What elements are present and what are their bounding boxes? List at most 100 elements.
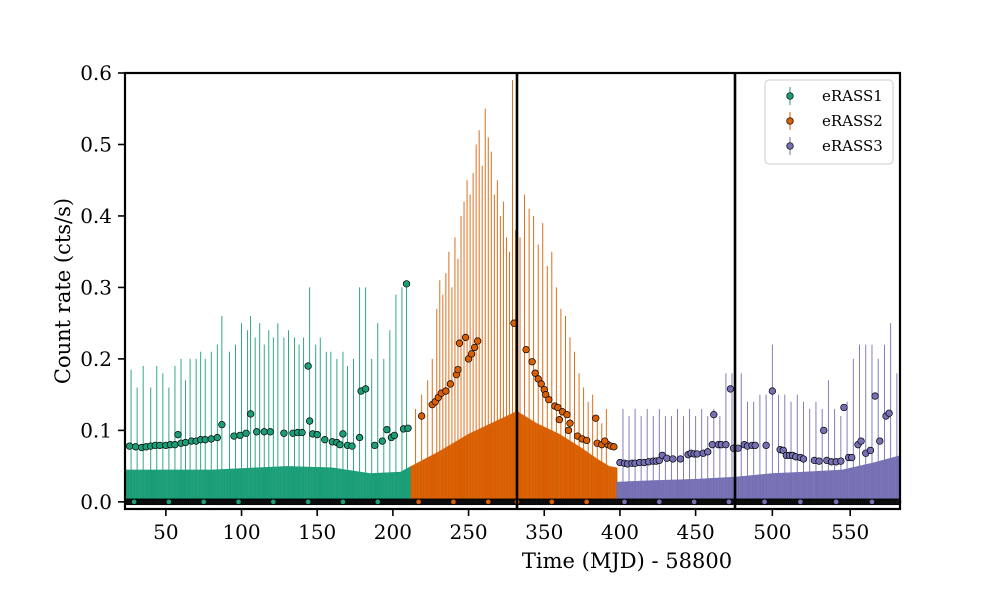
data-point	[857, 437, 865, 445]
data-point	[722, 441, 730, 449]
series-eRASS1	[124, 280, 413, 506]
data-point	[253, 428, 261, 436]
data-point	[751, 441, 759, 450]
data-point	[461, 333, 470, 342]
data-point	[207, 435, 215, 443]
plot-border	[123, 71, 902, 511]
data-point	[693, 450, 701, 458]
legend-marker	[786, 117, 794, 125]
data-point	[201, 436, 209, 444]
data-point	[710, 411, 718, 419]
series-eRASS3	[614, 323, 902, 506]
legend-item: eRASS2	[786, 112, 883, 130]
data-point	[554, 403, 562, 412]
zero-point	[131, 499, 137, 505]
data-point	[708, 441, 716, 449]
legend-label: eRASS3	[822, 137, 883, 155]
data-point	[837, 457, 845, 465]
data-point	[305, 417, 314, 425]
data-point	[566, 419, 574, 427]
plot-area	[124, 80, 902, 506]
data-point	[885, 409, 893, 417]
zero-point	[761, 499, 768, 505]
zero-point	[726, 499, 732, 505]
zero-point	[415, 499, 422, 505]
data-point	[473, 337, 482, 345]
x-tick-label: 50	[153, 520, 178, 544]
data-point	[361, 385, 370, 393]
data-points-eRASS3	[616, 385, 893, 468]
data-point	[131, 443, 140, 451]
zero-point	[485, 499, 492, 505]
data-points-eRASS2	[417, 319, 618, 451]
zero-point	[270, 499, 277, 505]
data-point	[866, 446, 875, 455]
data-point	[582, 436, 591, 445]
y-tick-label: 0.3	[80, 275, 112, 299]
data-point	[260, 428, 268, 436]
data-points-eRASS1	[125, 280, 412, 452]
data-point	[125, 442, 134, 450]
data-point	[417, 412, 426, 420]
zero-point	[340, 499, 346, 505]
data-point	[669, 455, 677, 463]
zero-point	[621, 499, 628, 505]
zero-point	[583, 499, 590, 505]
data-point	[762, 441, 770, 450]
data-point	[402, 280, 411, 288]
y-tick-label: 0.4	[80, 204, 112, 228]
legend-label: eRASS2	[822, 112, 883, 130]
data-point	[213, 433, 221, 442]
data-point	[242, 429, 250, 437]
data-point	[171, 441, 179, 449]
zero-point	[305, 499, 311, 505]
data-point	[467, 350, 476, 358]
data-point	[298, 428, 306, 437]
x-tick-label: 350	[525, 520, 563, 544]
data-point	[555, 416, 564, 424]
zero-point	[833, 499, 840, 505]
data-point	[321, 436, 329, 444]
legend: eRASS1 eRASS2 eRASS3	[764, 79, 894, 165]
zero-point	[450, 499, 457, 505]
x-tick-label: 250	[449, 520, 487, 544]
data-point	[545, 395, 553, 404]
data-point	[564, 426, 573, 435]
data-point	[230, 432, 238, 440]
series-eRASS2	[408, 80, 620, 506]
zero-point	[235, 499, 242, 505]
y-tick-label: 0.6	[80, 61, 112, 85]
zero-point	[869, 499, 875, 505]
data-point	[218, 421, 226, 429]
data-point	[726, 385, 735, 393]
data-point	[820, 426, 828, 435]
data-point	[371, 441, 379, 450]
zero-point	[548, 499, 555, 505]
data-point	[663, 454, 671, 462]
data-point	[454, 365, 462, 374]
error-spikes-eRASS1	[130, 287, 407, 502]
axis-ticks: 0.0 0.1 0.2 0.3 0.4 0.5 0.6 50 100 150 200 250 350 40…	[80, 61, 869, 544]
data-point	[378, 437, 386, 445]
data-point	[390, 431, 399, 440]
data-point	[455, 339, 464, 347]
data-point	[442, 387, 450, 395]
zero-point	[656, 499, 663, 505]
y-tick-label: 0.5	[80, 132, 112, 156]
axes-frame	[123, 71, 902, 511]
data-point	[236, 431, 244, 440]
y-tick-label: 0.1	[80, 418, 112, 442]
data-point	[876, 437, 884, 445]
data-point	[174, 431, 182, 439]
zero-point	[200, 499, 207, 505]
data-point	[610, 443, 618, 451]
data-point	[528, 358, 536, 366]
data-point	[815, 457, 823, 465]
data-point	[848, 453, 856, 462]
data-point	[871, 392, 879, 400]
data-point	[522, 345, 530, 354]
error-band-eRASS2	[410, 411, 618, 502]
data-point	[246, 410, 255, 418]
data-point	[181, 438, 190, 447]
